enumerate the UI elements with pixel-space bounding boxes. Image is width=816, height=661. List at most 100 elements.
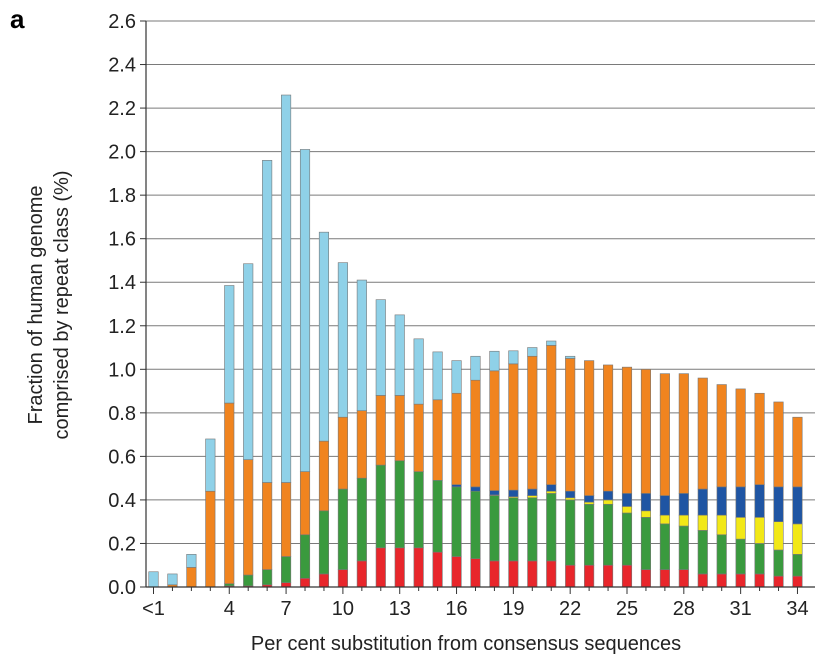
y-tick-label: 1.0 bbox=[108, 359, 136, 381]
bar-segment bbox=[299, 149, 311, 472]
bar-segment bbox=[773, 401, 784, 488]
y-tick-label: 0.8 bbox=[108, 403, 136, 425]
bar-segment bbox=[678, 514, 689, 527]
x-tick-label: 7 bbox=[281, 598, 292, 620]
bar-segment bbox=[640, 517, 651, 570]
bar-segment bbox=[754, 543, 765, 575]
x-tick-label: <1 bbox=[142, 598, 165, 620]
bar-segment bbox=[432, 399, 443, 481]
bar-segment bbox=[659, 495, 670, 516]
bar-segment bbox=[318, 231, 330, 442]
bar-segment bbox=[299, 471, 311, 536]
bar-segment bbox=[754, 517, 765, 544]
axes bbox=[140, 20, 815, 594]
y-tick-labels: 0.0 0.2 0.4 0.6 0.8 1.0 1.2 1.4 1.6 1.8 2.0 2.2 2.4 2… bbox=[108, 11, 136, 599]
bar-segment bbox=[527, 488, 538, 496]
bar-segment bbox=[356, 560, 367, 588]
bar-segment bbox=[735, 538, 746, 575]
bar-segment bbox=[508, 363, 519, 491]
bar-segment bbox=[792, 554, 803, 577]
bar-segment bbox=[451, 556, 462, 588]
bar-segment bbox=[716, 486, 727, 516]
y-axis-title: Fraction of human genome comprised by rep… bbox=[25, 171, 73, 440]
y-tick-label: 0.4 bbox=[108, 490, 136, 512]
bar-segment bbox=[584, 501, 595, 505]
bar-segment bbox=[470, 486, 481, 492]
bar-segment bbox=[678, 493, 689, 516]
y-tick-label: 1.2 bbox=[108, 316, 136, 338]
bar-segment bbox=[754, 484, 765, 518]
x-tick-label: 13 bbox=[389, 598, 411, 620]
bar-segment bbox=[527, 560, 538, 588]
bar-segment bbox=[489, 495, 500, 562]
bar-segment bbox=[584, 503, 595, 566]
y-tick-label: 0.2 bbox=[108, 533, 136, 555]
y-tick-label: 2.0 bbox=[108, 142, 136, 164]
bar-segment bbox=[697, 573, 708, 588]
bar-segment bbox=[659, 523, 670, 570]
bar-segment bbox=[678, 569, 689, 588]
bar-segment bbox=[546, 345, 557, 485]
x-tick-label: 10 bbox=[332, 598, 354, 620]
bar-segment bbox=[470, 490, 481, 560]
panel-label: a bbox=[10, 4, 25, 34]
bar-segment bbox=[262, 482, 273, 570]
bar-segment bbox=[508, 560, 519, 588]
bar-segment bbox=[262, 569, 273, 586]
y-tick-label: 1.6 bbox=[108, 229, 136, 251]
bar-segment bbox=[356, 279, 367, 411]
bar-segment bbox=[299, 534, 311, 579]
bar-segment bbox=[337, 488, 348, 570]
y-tick-label: 1.4 bbox=[108, 272, 136, 294]
bar-segment bbox=[205, 438, 216, 492]
bar-segment bbox=[621, 564, 633, 588]
bar-segment bbox=[565, 497, 576, 501]
bar-segment bbox=[186, 554, 197, 568]
bar-segment bbox=[394, 460, 405, 549]
y-axis-title-line: comprised by repeat class (%) bbox=[51, 171, 73, 440]
x-tick-label: 34 bbox=[786, 598, 808, 620]
bar-segment bbox=[603, 490, 614, 501]
bar-segment bbox=[716, 534, 727, 575]
bars bbox=[148, 94, 803, 588]
bar-segment bbox=[432, 351, 443, 401]
bar-segment bbox=[697, 514, 708, 531]
bar-segment bbox=[773, 575, 784, 588]
y-axis-title-line: Fraction of human genome bbox=[25, 185, 47, 424]
y-tick-label: 2.4 bbox=[108, 55, 136, 77]
bar-segment bbox=[584, 495, 595, 503]
bar-segment bbox=[546, 493, 557, 562]
bar-segment bbox=[489, 490, 500, 496]
bar-segment bbox=[773, 521, 784, 551]
x-axis-title: Per cent substitution from consensus seq… bbox=[251, 633, 681, 655]
bar-segment bbox=[621, 506, 633, 514]
x-tick-label: 28 bbox=[673, 598, 695, 620]
bar-segment bbox=[432, 480, 443, 553]
bar-segment bbox=[451, 486, 462, 557]
bar-segment bbox=[527, 355, 538, 490]
bar-segment bbox=[375, 547, 386, 588]
bar-segment bbox=[281, 482, 292, 557]
bar-segment bbox=[546, 484, 557, 492]
bar-segment bbox=[565, 564, 576, 588]
x-tick-label: 19 bbox=[502, 598, 524, 620]
bar-segment bbox=[413, 471, 424, 549]
bar-segment bbox=[546, 490, 557, 494]
bar-segment bbox=[337, 569, 348, 588]
bar-segment bbox=[470, 379, 481, 488]
bar-segment bbox=[375, 464, 386, 549]
bar-segment bbox=[394, 547, 405, 588]
bar-segment bbox=[678, 373, 689, 494]
bar-segment bbox=[754, 392, 765, 485]
bar-segment bbox=[375, 299, 386, 396]
bar-segment bbox=[167, 573, 178, 586]
bar-segment bbox=[716, 384, 727, 488]
x-tick-label: 25 bbox=[616, 598, 638, 620]
bar-segment bbox=[640, 569, 651, 588]
bar-segment bbox=[640, 493, 651, 512]
bar-segment bbox=[621, 366, 633, 494]
bar-segment bbox=[356, 410, 367, 479]
y-tick-label: 2.2 bbox=[108, 98, 136, 120]
y-tick-label: 1.8 bbox=[108, 185, 136, 207]
